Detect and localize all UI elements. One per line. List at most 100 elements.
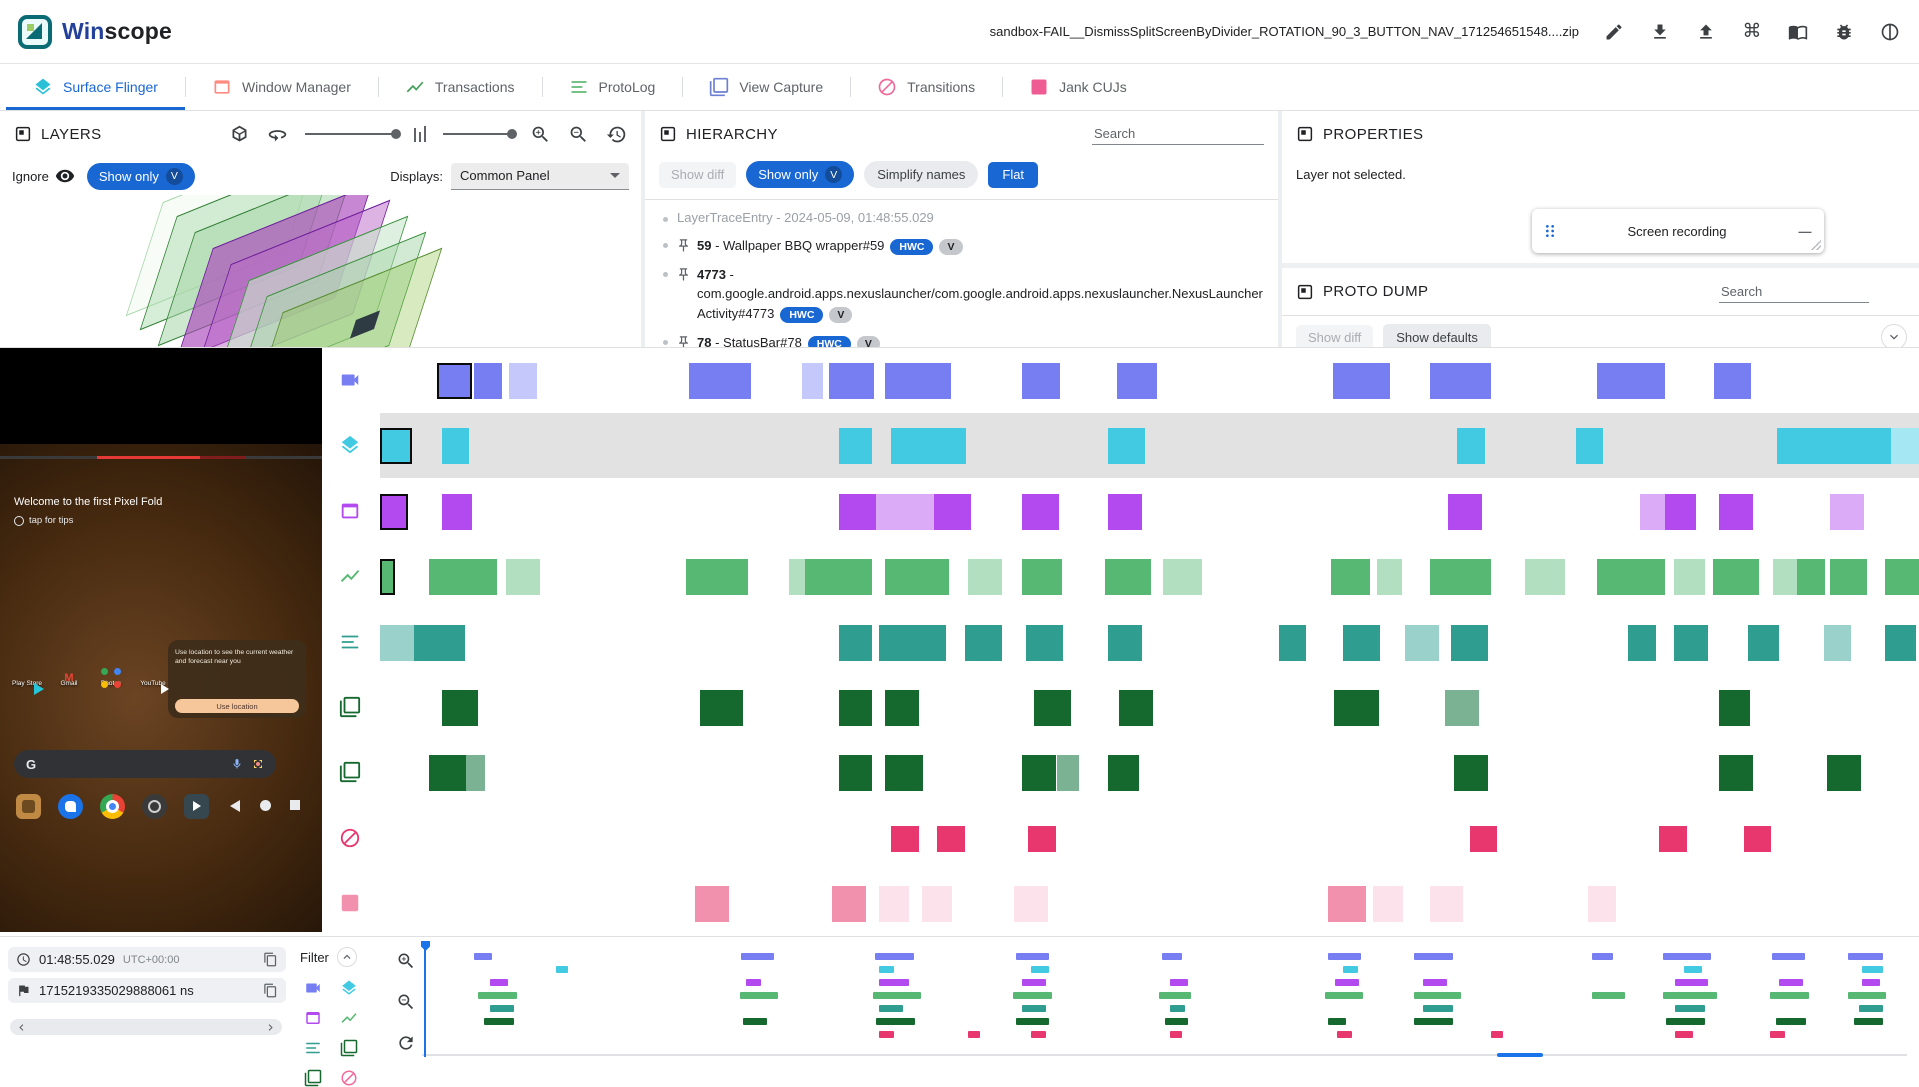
minimap-timeline[interactable] [421,941,1907,1057]
trace-entry-view-capture-1[interactable] [1118,689,1153,726]
trace-entry-view-capture-2[interactable] [1826,754,1861,791]
trace-entry-transactions[interactable] [429,558,497,595]
trace-entry-screen-recording[interactable] [1597,362,1666,399]
trace-entry-transactions[interactable] [1674,558,1706,595]
trace-entry-view-capture-1[interactable] [1034,689,1071,726]
trace-entry-screen-recording[interactable] [801,362,824,399]
trace-entry-view-capture-2[interactable] [1454,754,1489,791]
filter-viewcapture-toggle[interactable] [340,1039,360,1057]
trace-entry-window-manager[interactable] [1107,493,1142,530]
trace-entry-screen-recording[interactable] [1021,362,1061,399]
filter-protolog-toggle[interactable] [304,1039,324,1057]
trace-entry-surface-flinger[interactable] [380,427,413,464]
trace-entry-transactions[interactable] [884,558,950,595]
displays-select[interactable]: Common Panel [451,162,629,190]
trace-entry-window-manager[interactable] [934,493,971,530]
tab-view-capture[interactable]: View Capture [682,64,850,110]
trace-entry-view-capture-1[interactable] [884,689,919,726]
trace-entry-protolog[interactable] [878,624,947,661]
edit-icon[interactable] [1603,21,1625,43]
trace-entry-transactions[interactable] [804,558,873,595]
trace-entry-window-manager[interactable] [875,493,935,530]
trace-entry-protolog[interactable] [1343,624,1381,661]
row-icon-jank-cujs[interactable] [339,892,361,914]
chevron-left-icon[interactable] [15,1021,28,1034]
trace-entry-surface-flinger[interactable] [838,427,873,464]
trace-entry-surface-flinger[interactable] [441,427,470,464]
trace-entry-view-capture-2[interactable] [1107,754,1139,791]
chrome-icon[interactable] [100,794,125,819]
reset-view-icon[interactable] [606,124,627,145]
trace-entry-view-capture-1[interactable] [441,689,479,726]
trace-entry-screen-recording[interactable] [436,362,473,399]
trace-entry-protolog[interactable] [413,624,465,661]
zoom-range-track[interactable] [422,1053,1907,1057]
trace-entry-jank-cujs[interactable] [1372,885,1404,922]
tab-jank-cujs[interactable]: Jank CUJs [1002,64,1154,110]
trace-entry-window-manager[interactable] [380,493,408,530]
copy-icon[interactable] [263,983,278,998]
collapse-panel-button[interactable] [1881,324,1907,347]
trace-entry-transactions[interactable] [1525,558,1566,595]
show-only-v-button[interactable]: Show only V [746,161,855,188]
filter-collapse-button[interactable] [336,947,357,967]
timeline-row-jank-cujs[interactable] [380,871,1919,936]
filter-transactions-toggle[interactable] [340,1009,360,1027]
timeline-cursor[interactable] [421,941,430,1057]
trace-entry-screen-recording[interactable] [1117,362,1158,399]
upload-icon[interactable] [1695,21,1717,43]
zoom-in-icon[interactable] [530,124,551,145]
resize-grip[interactable] [1811,240,1821,250]
app-icon-play-store[interactable]: Play Store [8,678,46,695]
nav-home-button[interactable] [260,800,271,811]
trace-entry-window-manager[interactable] [1640,493,1666,530]
reset-zoom-icon[interactable] [396,1033,416,1053]
trace-entry-protolog[interactable] [380,624,414,661]
trace-entry-screen-recording[interactable] [689,362,751,399]
use-location-button[interactable]: Use location [175,699,299,713]
trace-entry-screen-recording[interactable] [473,362,502,399]
trace-entry-window-manager[interactable] [1665,493,1696,530]
trace-entry-jank-cujs[interactable] [832,885,867,922]
shortcuts-icon[interactable]: ⌘ [1742,21,1762,42]
timeline-row-transactions[interactable] [380,544,1919,609]
chevron-right-icon[interactable] [264,1021,277,1034]
trace-entry-protolog[interactable] [1278,624,1307,661]
row-icon-transitions[interactable] [339,827,361,849]
trace-entry-view-capture-2[interactable] [466,754,485,791]
trace-entry-jank-cujs[interactable] [695,885,730,922]
trace-entry-transactions[interactable] [1021,558,1062,595]
trace-entry-transactions[interactable] [1885,558,1919,595]
trace-entry-surface-flinger[interactable] [1891,427,1919,464]
trace-entry-transactions[interactable] [1712,558,1759,595]
trace-entry-transactions[interactable] [1163,558,1202,595]
trace-entry-protolog[interactable] [1748,624,1779,661]
trace-entry-transitions[interactable] [1658,825,1687,852]
documentation-icon[interactable] [1787,21,1809,43]
trace-entry-transactions[interactable] [1331,558,1370,595]
trace-entry-transitions[interactable] [937,825,965,852]
row-icon-window-manager[interactable] [339,500,361,522]
trace-entry-transactions[interactable] [967,558,1002,595]
trace-entry-protolog[interactable] [1823,624,1852,661]
timeline-row-view-capture-1[interactable] [380,675,1919,740]
tab-transitions[interactable]: Transitions [850,64,1002,110]
trace-entry-view-capture-2[interactable] [838,754,873,791]
trace-entry-jank-cujs[interactable] [878,885,910,922]
trace-entry-transactions[interactable] [1104,558,1152,595]
dock-app-icon[interactable] [184,794,209,819]
dock-app-icon[interactable] [16,794,41,819]
show-diff-button[interactable]: Show diff [1296,324,1374,347]
trace-entry-transitions[interactable] [890,825,919,852]
trace-entry-protolog[interactable] [1404,624,1439,661]
trace-entry-transitions[interactable] [1027,825,1056,852]
tab-window-manager[interactable]: Window Manager [184,64,378,110]
show-defaults-button[interactable]: Show defaults [1383,324,1491,347]
zoom-in-icon[interactable] [396,951,416,971]
minimize-button[interactable]: — [1798,223,1812,239]
trace-entry-protolog[interactable] [1885,624,1916,661]
trace-entry-view-capture-2[interactable] [884,754,924,791]
trace-entry-view-capture-1[interactable] [1444,689,1479,726]
trace-entry-screen-recording[interactable] [884,362,951,399]
trace-entry-surface-flinger[interactable] [1777,427,1892,464]
